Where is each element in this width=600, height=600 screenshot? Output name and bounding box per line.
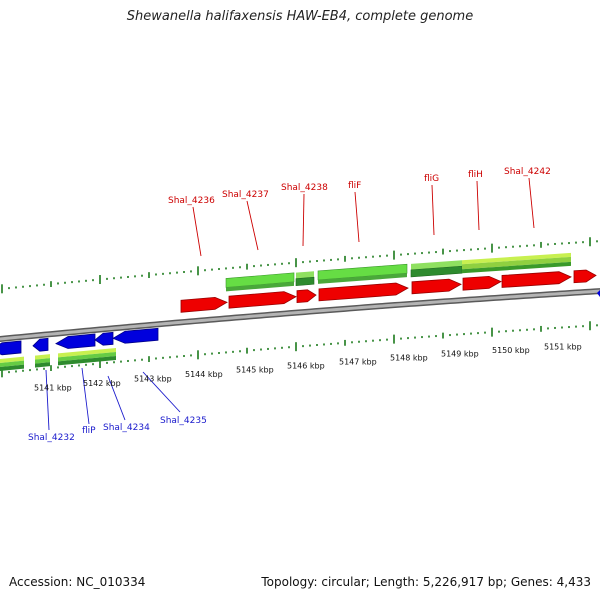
- label-leader-layer: [45, 177, 535, 431]
- forward-gene-leader: [246, 200, 259, 251]
- kbp-scale-label: 5149 kbp: [441, 350, 479, 359]
- forward-gene-arrow: [296, 289, 317, 304]
- cds-feature-band: [295, 276, 315, 287]
- feature-layer: [0, 252, 571, 372]
- cds-feature-band: [462, 252, 571, 265]
- kbp-scale-label: 5150 kbp: [492, 346, 530, 355]
- genome-backbone: [0, 288, 600, 343]
- forward-gene-leader: [192, 206, 202, 257]
- kbp-scale-label: 5146 kbp: [287, 361, 325, 370]
- cds-feature-band: [97, 348, 116, 354]
- reverse-gene-arrow: [94, 331, 114, 346]
- forward-gene-arrow: [411, 278, 462, 295]
- page-title: Shewanella halifaxensis HAW-EB4, complet…: [126, 9, 474, 24]
- backbone-line: [0, 289, 600, 341]
- cds-feature-band: [35, 358, 50, 364]
- reverse-gene-label: fliP: [82, 426, 96, 436]
- forward-gene-arrow: [318, 282, 409, 302]
- forward-gene-arrow: [462, 275, 502, 291]
- forward-gene-label: fliH: [468, 170, 483, 180]
- cds-feature-band: [462, 261, 571, 274]
- kbp-scale-label: 5143 kbp: [134, 374, 172, 383]
- cds-feature-band: [0, 360, 24, 368]
- cds-feature-band: [35, 354, 50, 360]
- reverse-gene-leader: [142, 371, 181, 413]
- cds-feature-band: [411, 260, 462, 270]
- forward-gene-label: Shal_4236: [168, 196, 215, 206]
- reverse-gene-arrow: [32, 337, 49, 352]
- forward-gene-leader: [476, 180, 480, 231]
- forward-gene-label: Shal_4238: [281, 183, 328, 193]
- forward-gene-leader: [354, 191, 360, 243]
- cds-feature-band: [97, 356, 116, 362]
- reverse-gene-arrow: [0, 340, 22, 356]
- reverse-gene-label: Shal_4235: [160, 416, 207, 426]
- kbp-scale-label: 5148 kbp: [390, 353, 428, 362]
- cds-feature-band: [0, 364, 24, 372]
- forward-gene-arrow: [501, 271, 572, 288]
- forward-gene-label: fliF: [348, 181, 361, 191]
- cds-feature-band: [58, 357, 97, 366]
- cds-feature-band: [462, 256, 571, 270]
- kbp-scale-label: 5147 kbp: [339, 357, 377, 366]
- cds-feature-band: [58, 349, 97, 358]
- cds-feature-band: [296, 271, 314, 279]
- reverse-gene-label: Shal_4232: [28, 433, 75, 443]
- accession-text: Accession: NC_010334: [9, 575, 146, 589]
- gene-layer: [0, 269, 600, 356]
- kbp-scale-label: 5145 kbp: [236, 366, 274, 375]
- reverse-gene-leader: [81, 367, 90, 425]
- reverse-gene-arrow: [597, 290, 600, 297]
- cds-feature-band: [226, 281, 294, 292]
- kbp-scale-label: 5151 kbp: [544, 343, 582, 352]
- kbp-scale-label: 5144 kbp: [185, 370, 223, 379]
- forward-gene-arrow: [573, 269, 597, 284]
- reverse-gene-arrow: [112, 327, 159, 344]
- cds-feature-band: [318, 273, 407, 284]
- forward-gene-leader: [302, 193, 305, 247]
- kbp-scale-label: 5142 kbp: [83, 379, 121, 388]
- cds-feature-band: [97, 352, 116, 358]
- forward-gene-arrow: [228, 291, 297, 309]
- kbp-scale-label: 5141 kbp: [34, 384, 72, 393]
- reverse-gene-arrow: [55, 333, 96, 349]
- reverse-gene-label: Shal_4234: [103, 423, 150, 433]
- forward-gene-label: Shal_4242: [504, 167, 551, 177]
- forward-gene-leader: [431, 184, 435, 236]
- cds-feature-band: [0, 356, 24, 364]
- tick-layer: [1, 237, 598, 378]
- cds-feature-band: [35, 362, 50, 368]
- forward-gene-arrow: [180, 296, 228, 313]
- forward-gene-label: fliG: [424, 174, 439, 184]
- forward-gene-leader: [528, 177, 535, 229]
- cds-feature-band: [58, 353, 97, 362]
- reverse-gene-leader: [107, 375, 126, 421]
- forward-gene-label: Shal_4237: [222, 190, 269, 200]
- topology-text: Topology: circular; Length: 5,226,917 bp…: [261, 575, 591, 589]
- label-layer: 5141 kbp 5142 kbp 5143 kbp 5144 kbp 5145 kbp…: [28, 167, 582, 443]
- reverse-gene-leader: [45, 369, 50, 431]
